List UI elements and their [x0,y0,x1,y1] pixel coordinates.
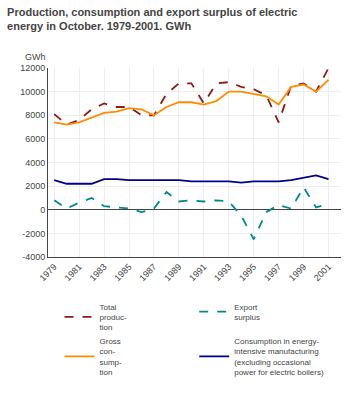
svg-text:1985: 1985 [112,262,133,283]
svg-text:1983: 1983 [87,262,108,283]
svg-text:1989: 1989 [162,262,183,283]
svg-text:8000: 8000 [25,110,45,120]
svg-text:GWh: GWh [25,52,46,62]
svg-text:Totalproduc-tion: Totalproduc-tion [100,303,127,333]
svg-text:1993: 1993 [212,262,233,283]
svg-text:-4000: -4000 [22,252,45,262]
svg-text:0: 0 [40,205,45,215]
svg-text:Grosscon-sump-tion: Grosscon-sump-tion [100,337,123,377]
svg-text:12000: 12000 [20,63,45,73]
svg-text:1987: 1987 [137,262,158,283]
svg-text:Production, consumption and ex: Production, consumption and export surpl… [7,6,297,32]
svg-text:2001: 2001 [312,262,333,283]
svg-text:6000: 6000 [25,134,45,144]
svg-text:-2000: -2000 [22,229,45,239]
svg-text:Consumption in energy-intensiv: Consumption in energy-intensive manufact… [234,337,324,377]
svg-text:1979: 1979 [38,262,59,283]
svg-text:2000: 2000 [25,181,45,191]
svg-text:1981: 1981 [63,262,84,283]
svg-text:10000: 10000 [20,87,45,97]
svg-text:1991: 1991 [187,262,208,283]
svg-text:1995: 1995 [237,262,258,283]
svg-text:1999: 1999 [287,262,308,283]
svg-text:Exportsurplus: Exportsurplus [234,303,260,322]
svg-text:1997: 1997 [262,262,283,283]
svg-text:4000: 4000 [25,158,45,168]
